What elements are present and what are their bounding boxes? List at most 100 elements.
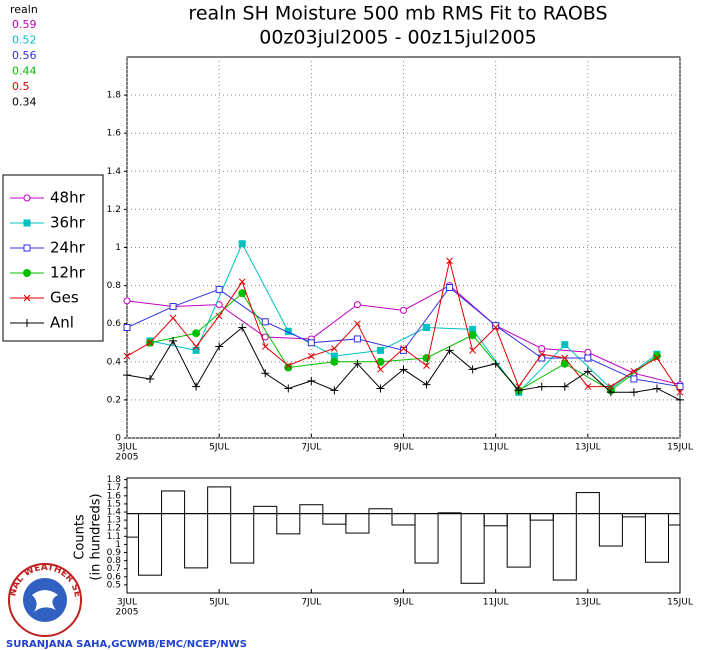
y-tick-label: 1.3 <box>107 516 121 526</box>
legend-label: Ges <box>50 289 79 307</box>
marker <box>652 352 661 361</box>
marker <box>629 388 638 397</box>
marker <box>23 319 31 327</box>
count-bar <box>253 505 278 515</box>
marker <box>446 284 454 292</box>
marker <box>307 352 315 360</box>
x-tick-label: 5JUL <box>209 443 229 453</box>
marker <box>583 367 592 376</box>
marker <box>238 240 246 248</box>
marker <box>377 366 384 373</box>
x-tick-label: 13JUL <box>575 598 601 608</box>
chart-subtitle: 00z03jul2005 - 00z15jul2005 <box>259 27 537 49</box>
series-line <box>149 242 658 394</box>
marker <box>284 363 293 372</box>
marker <box>376 357 385 366</box>
count-bar <box>161 490 186 515</box>
marker <box>514 386 523 395</box>
count-bar <box>667 513 681 526</box>
marker <box>192 346 200 354</box>
y-tick-label: 1 <box>115 540 121 550</box>
marker <box>23 219 31 227</box>
count-bar <box>230 513 255 564</box>
marker <box>584 354 592 362</box>
marker <box>169 336 178 345</box>
marker <box>146 339 154 347</box>
chart-title: realn SH Moisture 500 mb RMS Fit to RAOB… <box>188 3 607 25</box>
marker <box>330 357 339 366</box>
plot-frame <box>126 477 681 594</box>
count-bar <box>437 512 462 515</box>
marker <box>123 324 131 332</box>
footer: SURANJANA SAHA,GCWMB/EMC/NCEP/NWS <box>6 639 247 650</box>
marker <box>353 301 361 309</box>
count-bar <box>506 513 531 568</box>
marker <box>560 359 569 368</box>
marker <box>169 303 177 311</box>
marker <box>630 375 638 383</box>
count-bar <box>414 513 439 564</box>
marker <box>491 359 500 368</box>
count-bar <box>126 513 140 538</box>
x-tick-label: 3JUL <box>117 443 137 453</box>
y-tick-label: 0.7 <box>107 564 121 574</box>
marker <box>307 339 315 347</box>
count-bar <box>322 513 347 525</box>
marker <box>192 382 201 391</box>
mean-label: 0.52 <box>12 34 37 47</box>
mean-label: 0.56 <box>12 49 37 62</box>
count-bar <box>138 513 163 576</box>
marker <box>330 352 338 360</box>
mean-label: 0.59 <box>12 18 37 31</box>
y-tick-label: 1.2 <box>107 205 121 215</box>
marker <box>123 352 131 360</box>
marker <box>400 306 407 314</box>
count-bar <box>276 513 301 535</box>
marker <box>469 325 477 333</box>
marker <box>23 269 31 277</box>
marker <box>215 312 223 320</box>
x-tick-label: 9JUL <box>394 443 414 453</box>
count-bar <box>207 486 232 515</box>
marker <box>561 354 569 362</box>
marker <box>445 346 454 355</box>
x-tick-label: 15JUL <box>667 598 693 608</box>
marker <box>468 331 477 340</box>
count-bar <box>391 513 416 526</box>
marker <box>23 244 31 252</box>
x-tick-label: 9JUL <box>394 598 414 608</box>
marker <box>284 362 292 369</box>
marker <box>331 345 338 352</box>
y-tick-label: 1.2 <box>107 524 121 534</box>
x-tick-label: 13JUL <box>575 443 601 453</box>
y-tick-label: 0.8 <box>107 281 122 291</box>
marker <box>468 365 477 374</box>
y-tick-label: 0.2 <box>107 395 121 405</box>
count-bar <box>529 513 554 521</box>
y-tick-label: 0.6 <box>107 572 122 582</box>
marker <box>492 324 500 331</box>
marker <box>422 380 431 389</box>
x-year-label: 2005 <box>116 608 139 618</box>
marker <box>261 318 269 326</box>
marker <box>676 388 684 396</box>
marker <box>123 371 131 380</box>
count-bar <box>575 492 600 515</box>
y-axis-label: Counts <box>73 514 88 560</box>
count-bar <box>598 513 623 547</box>
legend-label: 12hr <box>50 264 86 282</box>
marker <box>261 343 269 350</box>
marker <box>538 344 546 352</box>
marker <box>561 341 569 349</box>
count-bar <box>644 513 669 563</box>
y-tick-label: 0.5 <box>107 580 121 590</box>
logo-cloud <box>32 590 58 612</box>
marker <box>215 285 223 293</box>
marker <box>307 376 316 385</box>
marker <box>423 362 430 369</box>
count-bar <box>368 508 393 515</box>
marker <box>584 348 592 356</box>
marker <box>192 343 200 350</box>
marker <box>537 382 546 391</box>
x-year-label: 2005 <box>116 453 139 463</box>
